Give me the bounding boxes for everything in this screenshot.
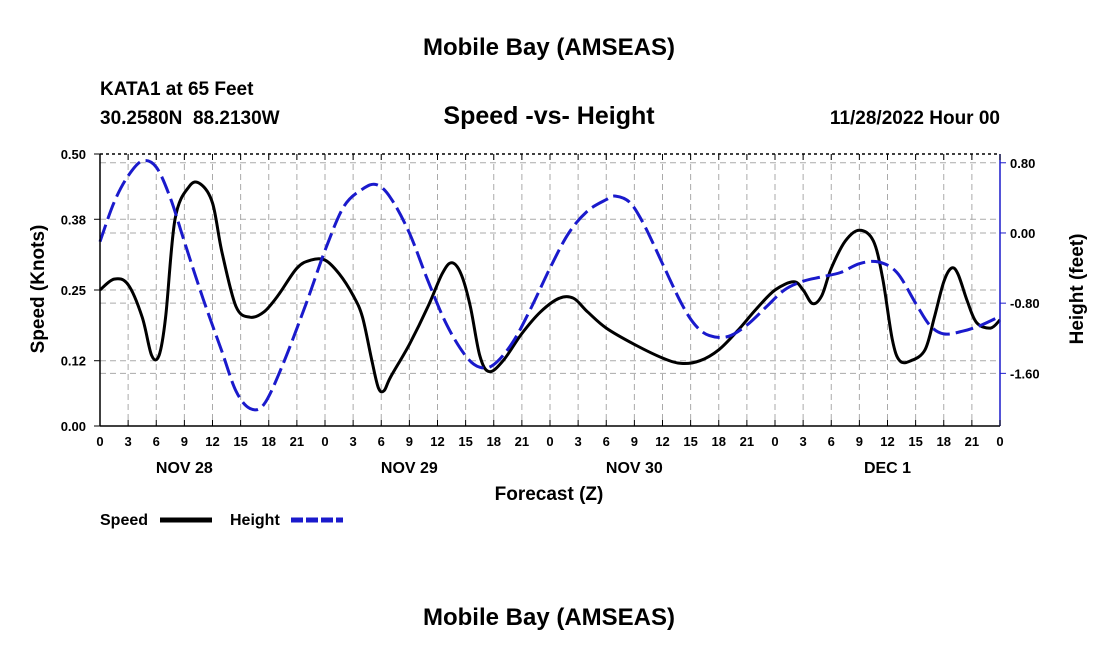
legend-speed-label: Speed bbox=[100, 512, 148, 529]
day-label: NOV 29 bbox=[381, 460, 438, 477]
series-line-speed bbox=[99, 180, 1002, 394]
x-tick-label: 21 bbox=[290, 434, 304, 449]
x-tick-label: 21 bbox=[515, 434, 529, 449]
x-tick-label: 12 bbox=[205, 434, 219, 449]
x-tick-label: 6 bbox=[603, 434, 610, 449]
x-tick-label: 9 bbox=[406, 434, 413, 449]
x-tick-label: 0 bbox=[546, 434, 553, 449]
y-axis-left-title: Speed (Knots) bbox=[28, 225, 49, 354]
x-tick-label: 3 bbox=[125, 434, 132, 449]
x-tick-label: 6 bbox=[378, 434, 385, 449]
x-tick-label: 0 bbox=[771, 434, 778, 449]
series-line-height bbox=[98, 159, 1001, 412]
x-tick-label: 12 bbox=[655, 434, 669, 449]
x-tick-label: 3 bbox=[350, 434, 357, 449]
y-right-tick-label: -0.80 bbox=[1010, 296, 1040, 311]
bottom-title: Mobile Bay (AMSEAS) bbox=[423, 604, 675, 631]
y-left-tick-label: 0.50 bbox=[61, 147, 86, 162]
x-tick-label: 18 bbox=[487, 434, 501, 449]
legend: Speed Height bbox=[100, 512, 343, 529]
x-tick-label: 15 bbox=[683, 434, 697, 449]
x-tick-label: 15 bbox=[908, 434, 922, 449]
x-tick-label: 6 bbox=[828, 434, 835, 449]
day-label: NOV 30 bbox=[606, 460, 663, 477]
coords-label: 30.2580N 88.2130W bbox=[100, 108, 280, 129]
chart-title: Speed -vs- Height bbox=[443, 102, 655, 130]
y-left-tick-label: 0.00 bbox=[61, 419, 86, 434]
day-label: NOV 28 bbox=[156, 460, 213, 477]
axes-layer: 0 3 6 9 12 15 18 21 0 3 6 9 12 15 18 21 0 3 6 9 12 15 18 21 0 3 6 9… bbox=[61, 147, 1040, 477]
x-tick-label: 0 bbox=[321, 434, 328, 449]
x-tick-label: 9 bbox=[181, 434, 188, 449]
station-label: KATA1 at 65 Feet bbox=[100, 79, 254, 100]
day-label: DEC 1 bbox=[864, 460, 911, 477]
x-tick-label: 6 bbox=[153, 434, 160, 449]
x-tick-label: 18 bbox=[937, 434, 951, 449]
y-left-tick-label: 0.25 bbox=[61, 283, 86, 298]
series-layer bbox=[98, 159, 1002, 412]
legend-height-label: Height bbox=[230, 512, 280, 529]
x-tick-label: 12 bbox=[880, 434, 894, 449]
x-tick-label: 12 bbox=[430, 434, 444, 449]
x-tick-label: 15 bbox=[233, 434, 247, 449]
x-tick-label: 3 bbox=[575, 434, 582, 449]
timestamp-label: 11/28/2022 Hour 00 bbox=[830, 108, 1000, 129]
x-tick-label: 21 bbox=[965, 434, 979, 449]
x-tick-label: 9 bbox=[631, 434, 638, 449]
top-title: Mobile Bay (AMSEAS) bbox=[423, 34, 675, 61]
x-tick-label: 18 bbox=[262, 434, 276, 449]
y-right-tick-label: 0.00 bbox=[1010, 226, 1035, 241]
y-right-tick-label: 0.80 bbox=[1010, 156, 1035, 171]
x-tick-label: 9 bbox=[856, 434, 863, 449]
x-tick-label: 0 bbox=[96, 434, 103, 449]
x-tick-label: 18 bbox=[712, 434, 726, 449]
y-left-tick-label: 0.38 bbox=[61, 212, 86, 227]
y-right-tick-label: -1.60 bbox=[1010, 366, 1040, 381]
x-tick-label: 0 bbox=[996, 434, 1003, 449]
y-left-tick-label: 0.12 bbox=[61, 354, 86, 369]
x-tick-label: 3 bbox=[800, 434, 807, 449]
x-tick-label: 15 bbox=[458, 434, 472, 449]
y-axis-right-title: Height (feet) bbox=[1067, 234, 1088, 345]
x-axis-title: Forecast (Z) bbox=[495, 484, 604, 505]
x-tick-label: 21 bbox=[740, 434, 754, 449]
